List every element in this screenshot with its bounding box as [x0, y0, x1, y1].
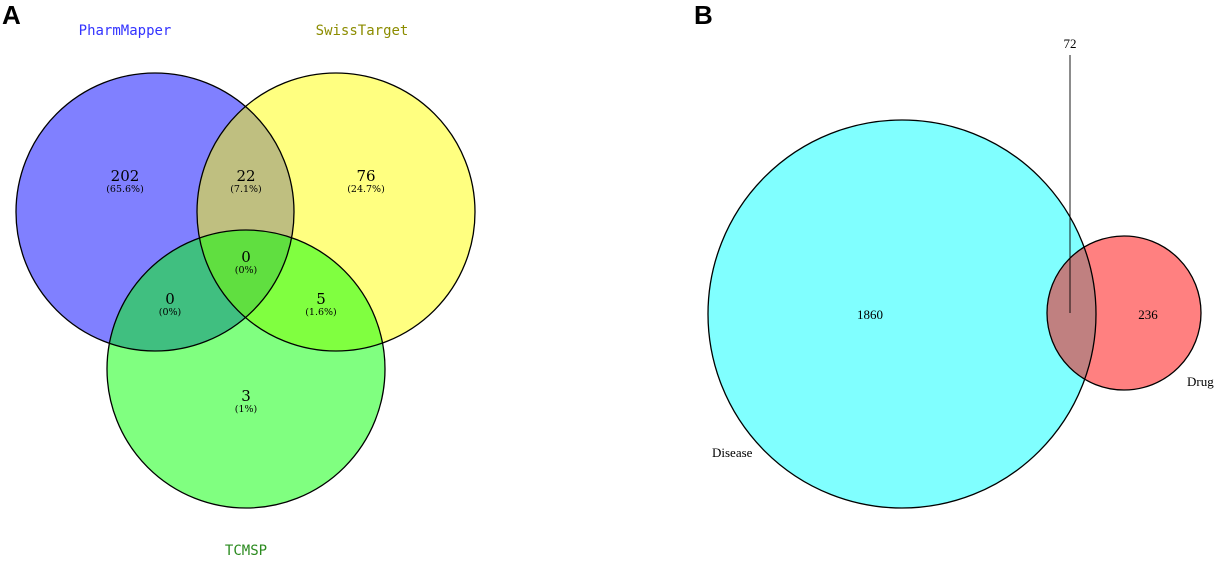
tcmsp-outline: [106, 229, 386, 509]
set-label-swisstarget: SwissTarget: [316, 23, 409, 39]
region-percent: (1.6%): [305, 307, 337, 318]
region-percent: (7.1%): [230, 184, 262, 195]
pharmmapper-tcmsp-overlap: [107, 230, 294, 351]
drug-only-count: 236: [1138, 307, 1158, 322]
region-count: 5: [316, 290, 326, 308]
region-count: 0: [241, 248, 251, 266]
drug-outline: [1046, 235, 1202, 391]
panel-a-letter: A: [2, 0, 21, 30]
disease-only-count: 1860: [857, 307, 883, 322]
region-percent: (1%): [235, 404, 257, 415]
set-label-pharmmapper: PharmMapper: [79, 23, 172, 39]
swisstarget-tcmsp-overlap: [197, 230, 385, 351]
region-count: 202: [111, 167, 140, 185]
disease-drug-overlap: [1047, 236, 1096, 390]
intersection-count: 72: [1064, 36, 1077, 51]
region-count: 3: [241, 387, 251, 405]
disease-outline: [707, 119, 1097, 509]
region-percent: (24.7%): [347, 184, 385, 195]
panel-b: B 72 1860 236 Disease Drug: [694, 0, 1214, 509]
panel-a: A PharmMapper SwissTarget TCMSP 202 (65.…: [2, 0, 476, 559]
region-count: 22: [236, 167, 255, 185]
pharmmapper-outline: [15, 72, 295, 352]
swisstarget-outline: [196, 72, 476, 352]
set-label-disease: Disease: [712, 445, 753, 460]
region-count: 76: [356, 167, 375, 185]
region-count: 0: [165, 290, 175, 308]
set-label-tcmsp: TCMSP: [225, 543, 267, 559]
set-label-drug: Drug: [1187, 374, 1214, 389]
region-percent: (0%): [159, 307, 181, 318]
disease-circle: [708, 120, 1096, 508]
panel-b-letter: B: [694, 0, 713, 30]
region-percent: (0%): [235, 265, 257, 276]
region-percent: (65.6%): [106, 184, 144, 195]
